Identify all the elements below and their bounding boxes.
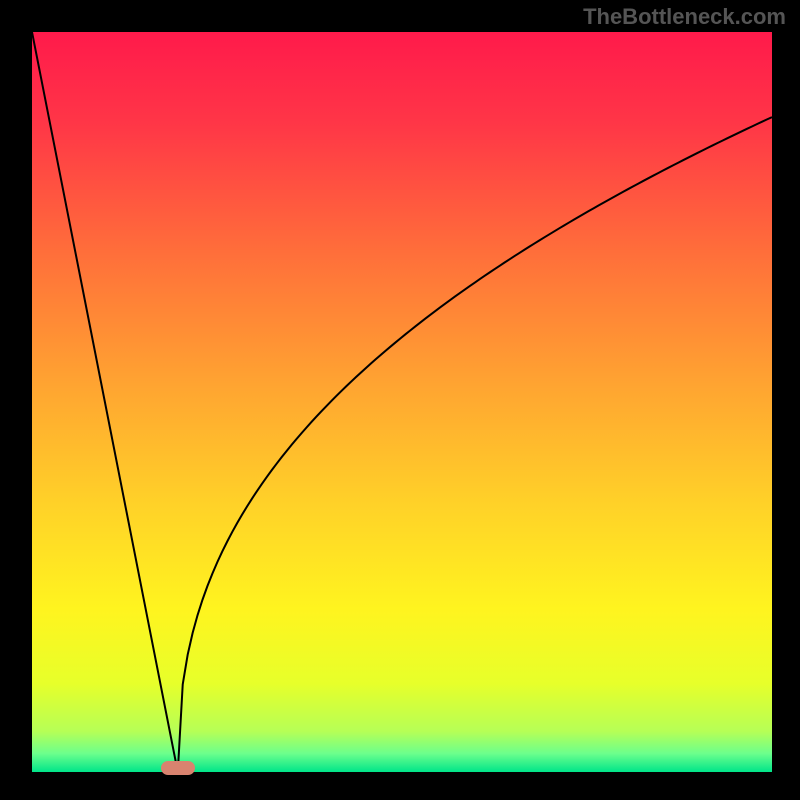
- plot-area: [32, 32, 772, 772]
- watermark-text: TheBottleneck.com: [583, 4, 786, 30]
- curve-path: [32, 32, 772, 772]
- bottleneck-curve: [32, 32, 772, 772]
- min-marker: [161, 761, 195, 775]
